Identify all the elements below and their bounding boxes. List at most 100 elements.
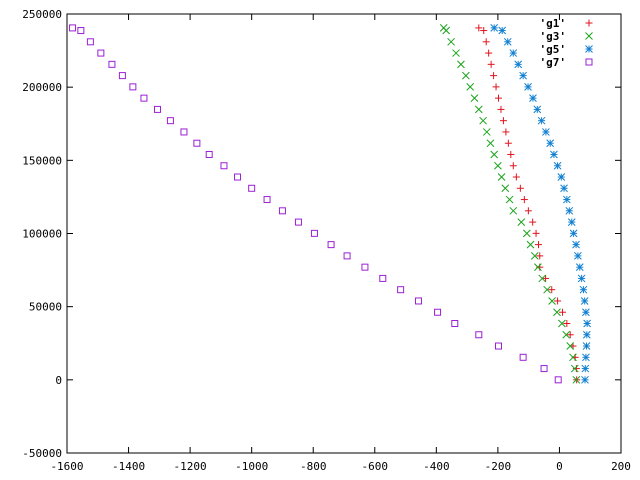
data-point (569, 353, 577, 362)
data-point (310, 229, 318, 237)
data-point (482, 38, 490, 46)
data-point (582, 308, 590, 317)
data-point (502, 128, 510, 136)
data-point (532, 229, 540, 237)
data-point (579, 285, 588, 294)
data-point (567, 218, 576, 226)
x-tick-label: -200 (485, 460, 512, 473)
data-point (480, 27, 488, 35)
data-point (166, 117, 174, 125)
data-point (530, 252, 539, 260)
data-point (343, 252, 351, 260)
data-point (69, 24, 77, 32)
data-point (497, 173, 506, 181)
data-point (97, 49, 105, 57)
data-point (129, 83, 137, 91)
data-point (457, 60, 465, 69)
data-point (553, 161, 562, 170)
data-point (439, 24, 448, 32)
data-point (540, 365, 548, 373)
data-point (543, 285, 551, 294)
data-point (498, 26, 507, 35)
data-point (577, 274, 586, 283)
data-point (570, 364, 579, 373)
data-point (487, 60, 495, 68)
x-tick-label: 0 (556, 460, 563, 473)
data-point (503, 37, 512, 46)
legend-label: 'g3' (540, 30, 567, 43)
data-point (479, 116, 487, 125)
data-point (414, 297, 422, 305)
data-point (542, 128, 550, 136)
data-point (566, 342, 575, 350)
data-point (495, 94, 503, 102)
data-point (562, 330, 571, 339)
data-point (524, 207, 532, 215)
data-point (495, 342, 503, 350)
data-point (548, 297, 556, 305)
x-tick-label: -1400 (112, 460, 145, 473)
data-point (474, 105, 483, 114)
data-point (581, 364, 590, 373)
data-point (520, 196, 528, 204)
data-point (263, 196, 271, 204)
data-point (499, 117, 507, 125)
data-point (180, 128, 188, 136)
data-point (553, 308, 561, 317)
data-point (517, 218, 526, 226)
data-point (526, 240, 535, 249)
data-point (452, 49, 460, 57)
data-point (86, 38, 94, 46)
data-point (485, 49, 493, 57)
data-point (524, 83, 532, 91)
data-point (505, 195, 514, 204)
data-point (501, 184, 510, 193)
legend-label: 'g7' (540, 56, 567, 69)
data-point (294, 218, 302, 226)
y-tick-label: 50000 (29, 301, 62, 314)
y-tick-label: 200000 (22, 81, 62, 94)
data-point (494, 161, 502, 170)
data-point (509, 206, 518, 215)
data-point (108, 60, 116, 68)
data-point (582, 353, 590, 362)
data-point (462, 71, 470, 80)
data-point (77, 27, 85, 35)
data-point (248, 184, 256, 192)
data-point (536, 252, 544, 260)
legend-marker (585, 32, 593, 40)
series-g7 (69, 24, 562, 384)
data-point (466, 83, 475, 91)
data-point (470, 94, 479, 102)
x-tick-label: -1000 (235, 460, 268, 473)
data-point (490, 150, 499, 159)
data-point (550, 150, 558, 159)
data-point (519, 353, 527, 361)
data-point (140, 94, 148, 102)
ticks: -1600 -1400 -1200 -1000 -800 -600 -400 -200 0 200… (22, 8, 631, 473)
data-point (534, 263, 542, 272)
data-point (507, 150, 515, 158)
data-point (512, 173, 520, 181)
data-point (361, 263, 369, 271)
legend-label: 'g5' (540, 43, 567, 56)
data-point (529, 94, 537, 102)
y-tick-label: -50000 (22, 447, 62, 460)
y-tick-label: 250000 (22, 8, 62, 21)
legend-marker (585, 45, 593, 53)
data-point (566, 331, 574, 339)
data-point (220, 162, 228, 170)
x-tick-label: -600 (362, 460, 389, 473)
data-point (490, 24, 499, 32)
data-point (451, 319, 459, 327)
data-point (554, 376, 562, 384)
data-point (583, 319, 591, 328)
data-point (558, 319, 566, 328)
series-g5 (490, 24, 591, 384)
data-point (572, 375, 581, 384)
data-point (434, 308, 442, 316)
data-point (447, 37, 455, 46)
data-point (574, 252, 582, 260)
y-tick-label: 100000 (22, 228, 62, 241)
legend-label: 'g1' (540, 17, 567, 30)
